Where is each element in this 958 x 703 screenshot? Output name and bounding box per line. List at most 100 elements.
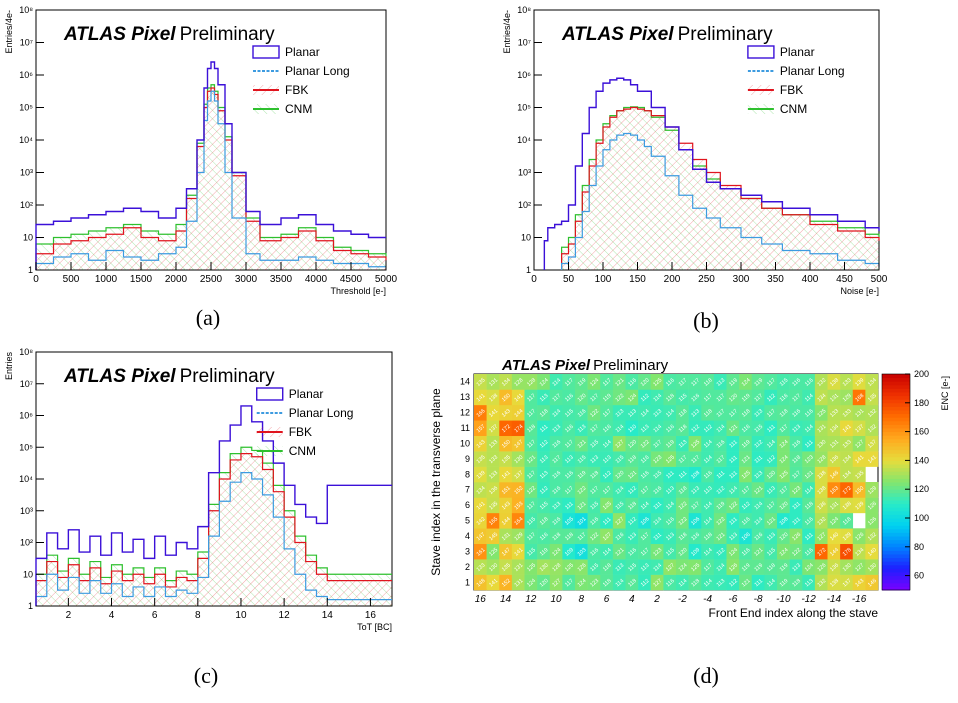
heatmap-cell — [713, 435, 727, 452]
heatmap-cell-label: 109 — [690, 547, 701, 558]
heatmap-cell — [814, 574, 828, 591]
heatmap-cell — [814, 451, 828, 467]
heatmap-cell — [587, 420, 601, 437]
heatmap-cell-label: 117 — [640, 547, 651, 557]
y-tick-label: 10⁶ — [19, 70, 33, 80]
heatmap-cell-label: 119 — [602, 393, 613, 403]
heatmap-cell — [486, 482, 500, 498]
heatmap-cell — [625, 404, 639, 421]
heatmap-cell — [789, 466, 803, 483]
colorbar-segment — [882, 536, 910, 541]
heatmap-cell-label: 147 — [476, 532, 487, 543]
colorbar-segment — [882, 471, 910, 476]
heatmap-cell-label: 124 — [589, 377, 600, 388]
y-tick-label: 10⁷ — [20, 379, 33, 389]
colorbar-segment — [882, 453, 910, 458]
heatmap-cell-label: 135 — [488, 501, 499, 512]
heatmap-cell — [474, 497, 487, 514]
heatmap-cell — [701, 543, 715, 560]
heatmap-cell — [865, 559, 879, 575]
heatmap-cell — [739, 435, 753, 452]
heatmap-cell — [676, 512, 689, 529]
y-tick-label: 10⁵ — [517, 103, 531, 113]
heatmap-cell — [789, 497, 803, 514]
heatmap-cell-label: 130 — [842, 563, 853, 574]
colorbar-segment — [882, 384, 910, 389]
heatmap-cell — [688, 482, 702, 498]
heatmap-cell — [575, 559, 588, 575]
heatmap-cell — [802, 543, 816, 560]
heatmap-cell-label: 127 — [854, 563, 865, 574]
heatmap-cell — [600, 543, 614, 560]
heatmap-cell-label: 141 — [501, 470, 512, 481]
heatmap-cell — [612, 497, 626, 514]
colorbar-segment — [882, 413, 910, 418]
legend-label-planar: Planar — [780, 45, 815, 59]
heatmap-cell — [802, 404, 816, 421]
series-line-planar-long — [561, 132, 880, 270]
series-line-planar-long — [35, 90, 386, 270]
heatmap-cell-label: 141 — [514, 547, 525, 558]
heatmap-cell-label: 116 — [640, 470, 651, 480]
heatmap-cell-label: 112 — [766, 393, 777, 403]
heatmap-cell — [701, 435, 715, 452]
heatmap-cell-label: 131 — [501, 532, 512, 543]
heatmap-cell — [587, 389, 601, 406]
x-tick-label: 500 — [871, 274, 888, 285]
heatmap-cell — [814, 389, 828, 406]
y-tick-label: 10⁶ — [19, 411, 33, 421]
heatmap-cell — [524, 512, 538, 529]
heatmap-cell-label: 110 — [627, 424, 638, 434]
heatmap-cell-label: 120 — [627, 439, 638, 450]
heatmap-cell — [840, 574, 854, 591]
heatmap-cell-label: 103 — [577, 547, 588, 558]
heatmap-cell-label: 116 — [665, 578, 676, 588]
colorbar-tick-label: 100 — [914, 513, 929, 523]
legend-swatch-planar — [252, 45, 280, 59]
heatmap-cell — [751, 420, 765, 437]
heatmap-cell — [511, 559, 525, 575]
heatmap-cell-label: 117 — [741, 486, 752, 496]
heatmap-cell-label: 118 — [842, 516, 853, 526]
heatmap-cell — [827, 497, 841, 514]
heatmap-cell — [789, 389, 803, 406]
heatmap-cell-label: 130 — [867, 563, 878, 574]
heatmap-cell-label: 141 — [514, 393, 525, 404]
heatmap-cell — [764, 451, 778, 467]
heatmap-cell — [638, 559, 652, 575]
heatmap-cell-label: 119 — [728, 378, 739, 388]
heatmap-cell-label: 150 — [854, 485, 865, 496]
heatmap-cell — [688, 559, 702, 575]
heatmap-cell-label: 133 — [488, 455, 499, 466]
legend-label-cnm: CNM — [289, 444, 316, 458]
heatmap-cell — [524, 435, 538, 452]
colorbar-segment — [882, 395, 910, 400]
heatmap-cell — [701, 482, 715, 498]
y-tick-label: 3 — [465, 546, 470, 556]
heatmap-cell-label: 116 — [804, 378, 815, 388]
heatmap-cell — [524, 482, 538, 498]
heatmap-cell-label: 134 — [829, 424, 840, 435]
heatmap-cell — [802, 497, 816, 514]
heatmap-cell — [638, 543, 652, 560]
x-tick-label: 8 — [579, 594, 585, 605]
heatmap-cell-label: 117 — [779, 424, 790, 434]
colorbar-segment — [882, 377, 910, 382]
heatmap-cell — [865, 420, 879, 437]
heatmap-cell-label: 153 — [514, 501, 525, 512]
heatmap-cell-label: 113 — [627, 532, 638, 542]
heatmap-cell-label: 128 — [551, 563, 562, 574]
y-tick-label: 10⁷ — [20, 38, 33, 48]
y-tick-label: 4 — [465, 531, 470, 541]
x-tick-label: 2000 — [165, 274, 188, 285]
colorbar-segment — [882, 474, 910, 479]
heatmap-cell-label: 112 — [539, 486, 550, 496]
heatmap-cell — [827, 404, 841, 421]
heatmap-cell-label: 116 — [627, 378, 638, 388]
heatmap-cell — [701, 389, 715, 406]
heatmap-cell — [865, 482, 879, 498]
heatmap-cell — [726, 528, 740, 545]
heatmap-cell — [499, 420, 513, 437]
chart-title: ATLAS Pixel Preliminary — [561, 24, 773, 45]
x-tick-label: 6 — [604, 594, 610, 605]
